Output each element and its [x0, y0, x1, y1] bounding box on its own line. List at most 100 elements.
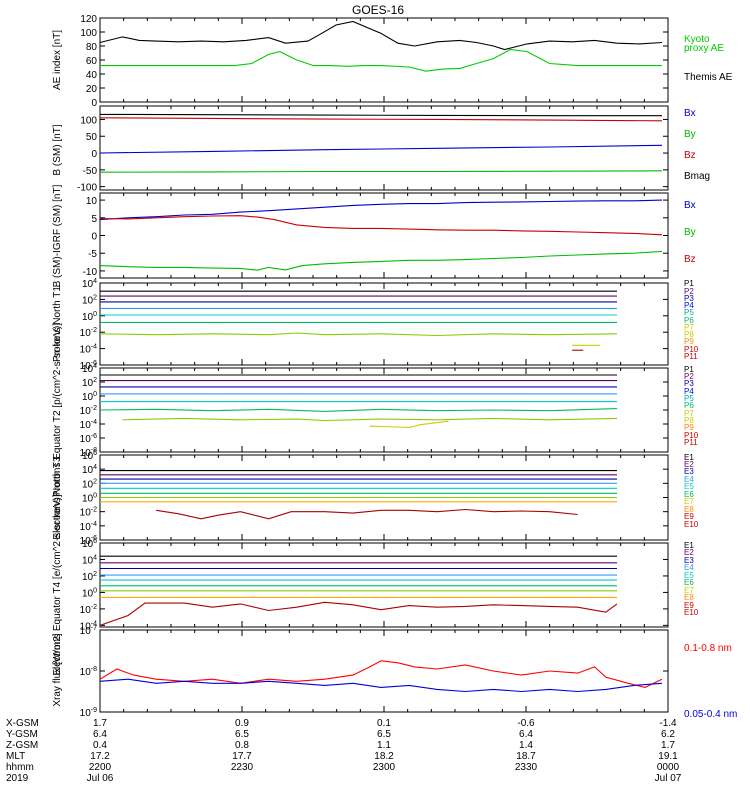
y-tick-label: 10-6	[80, 433, 97, 445]
y-tick-label: 104	[82, 278, 97, 290]
legend-entry: P7	[684, 323, 694, 332]
legend-entry: P8	[684, 416, 694, 425]
y-tick-label: 20	[86, 84, 98, 95]
y-tick-label: -5	[88, 249, 97, 260]
y-tick-label: 0	[91, 232, 97, 243]
y-tick-label: 10-8	[80, 447, 97, 459]
series-p7	[122, 417, 618, 422]
y-tick-label: 40	[86, 70, 98, 81]
panel-frame-1	[99, 17, 669, 103]
series-0-05-0-4-nm	[99, 678, 663, 693]
series-p8	[369, 420, 449, 429]
y-tick-label: 102	[82, 571, 97, 583]
footer-value: 18.2	[374, 751, 394, 762]
footer-value: -1.4	[659, 718, 677, 729]
y-axis-label-7: Electrons Equator T4 [e/(cm^2-s-sr-keV)]	[52, 494, 63, 675]
legend-entry: E2	[684, 460, 694, 469]
footer-value: 1.4	[519, 740, 533, 751]
legend-entry: P11	[684, 352, 698, 361]
footer-value: Jul 06	[87, 773, 114, 784]
y-axis-label-2: B (SM) [nT]	[52, 124, 63, 175]
y-tick-label: 100	[82, 493, 97, 505]
y-tick-label: 100	[82, 587, 97, 599]
footer-value: 6.5	[235, 729, 249, 740]
legend-entry: P10	[684, 431, 699, 440]
y-tick-label: -50	[83, 166, 98, 177]
y-axis-label-6: Electrons North T3	[52, 456, 63, 540]
y-axis-label-1: AE index [nT]	[52, 30, 63, 90]
y-tick-label: 10-8	[80, 666, 97, 678]
series-p7	[99, 332, 618, 337]
legend-entry: proxy AE	[684, 43, 724, 54]
y-tick-label: 120	[80, 14, 97, 25]
legend-entry: E4	[684, 563, 694, 572]
series-e10	[156, 508, 578, 520]
legend-entry: P4	[684, 301, 694, 310]
footer-value: 17.7	[232, 751, 252, 762]
footer-value: -0.6	[517, 718, 535, 729]
legend-entry: E6	[684, 578, 694, 587]
legend-entry: P9	[684, 423, 694, 432]
y-tick-label: 100	[82, 391, 97, 403]
legend-entry: E10	[684, 520, 699, 529]
footer-row-label: X-GSM	[6, 718, 39, 729]
legend-entry: P2	[684, 287, 694, 296]
y-tick-label: 10-6	[80, 360, 97, 372]
y-tick-label: 60	[86, 56, 98, 67]
legend-entry: P6	[684, 316, 694, 325]
legend-entry: By	[684, 227, 696, 238]
series-by	[99, 250, 663, 271]
footer-value: Jul 07	[655, 773, 682, 784]
legend-entry: E1	[684, 453, 694, 462]
y-tick-label: 10-2	[80, 327, 97, 339]
legend-entry: P10	[684, 345, 699, 354]
y-tick-label: 10-4	[80, 344, 97, 356]
footer-value: 6.4	[519, 729, 533, 740]
legend-entry: E5	[684, 571, 694, 580]
series-bx	[99, 199, 663, 221]
panel-frame-3	[99, 192, 669, 279]
series-bmag	[99, 113, 662, 117]
y-tick-label: 10-2	[80, 604, 97, 616]
series-bz	[99, 215, 663, 236]
legend-entry: P9	[684, 337, 694, 346]
y-tick-label: -10	[83, 267, 98, 278]
series-p6	[99, 408, 618, 412]
footer-value: 18.7	[516, 751, 536, 762]
series-e10	[99, 601, 618, 626]
footer-value: 1.7	[661, 740, 675, 751]
y-tick-label: 5	[91, 214, 97, 225]
footer-value: 0000	[657, 762, 680, 773]
legend-entry: E3	[684, 467, 694, 476]
legend-entry: P6	[684, 401, 694, 410]
y-tick-label: 10-4	[80, 419, 97, 431]
footer-value: 1.7	[93, 718, 107, 729]
y-tick-label: 102	[82, 294, 97, 306]
footer-row-label: Y-GSM	[6, 729, 38, 740]
legend-entry: P4	[684, 387, 694, 396]
series-by	[99, 170, 663, 173]
series-0-1-0-8-nm	[99, 660, 663, 688]
footer-row-label: MLT	[6, 751, 25, 762]
y-tick-label: 10-4	[80, 620, 97, 632]
footer-value: 2330	[515, 762, 538, 773]
y-axis-label-3: B (SM)-IGRF (SM) [nT]	[52, 184, 63, 287]
legend-entry: E5	[684, 482, 694, 491]
footer-value: 6.5	[377, 729, 391, 740]
y-tick-label: 0	[91, 149, 97, 160]
legend-entry: Kyoto	[684, 34, 710, 45]
y-tick-label: -100	[77, 183, 97, 194]
legend-entry: Bz	[684, 150, 696, 161]
y-tick-label: 50	[86, 132, 98, 143]
legend-entry: E10	[684, 608, 699, 617]
legend-entry: E9	[684, 601, 694, 610]
y-tick-label: 104	[82, 363, 97, 375]
legend-entry: E2	[684, 548, 694, 557]
footer-value: 2230	[231, 762, 254, 773]
y-tick-label: 10-2	[80, 507, 97, 519]
y-tick-label: 100	[80, 115, 97, 126]
legend-entry: Bmag	[684, 171, 710, 182]
legend-entry: P1	[684, 365, 694, 374]
y-axis-label-5: Protons Equator T2 [p/(cm^2-s-sr-keV)]	[52, 323, 63, 497]
